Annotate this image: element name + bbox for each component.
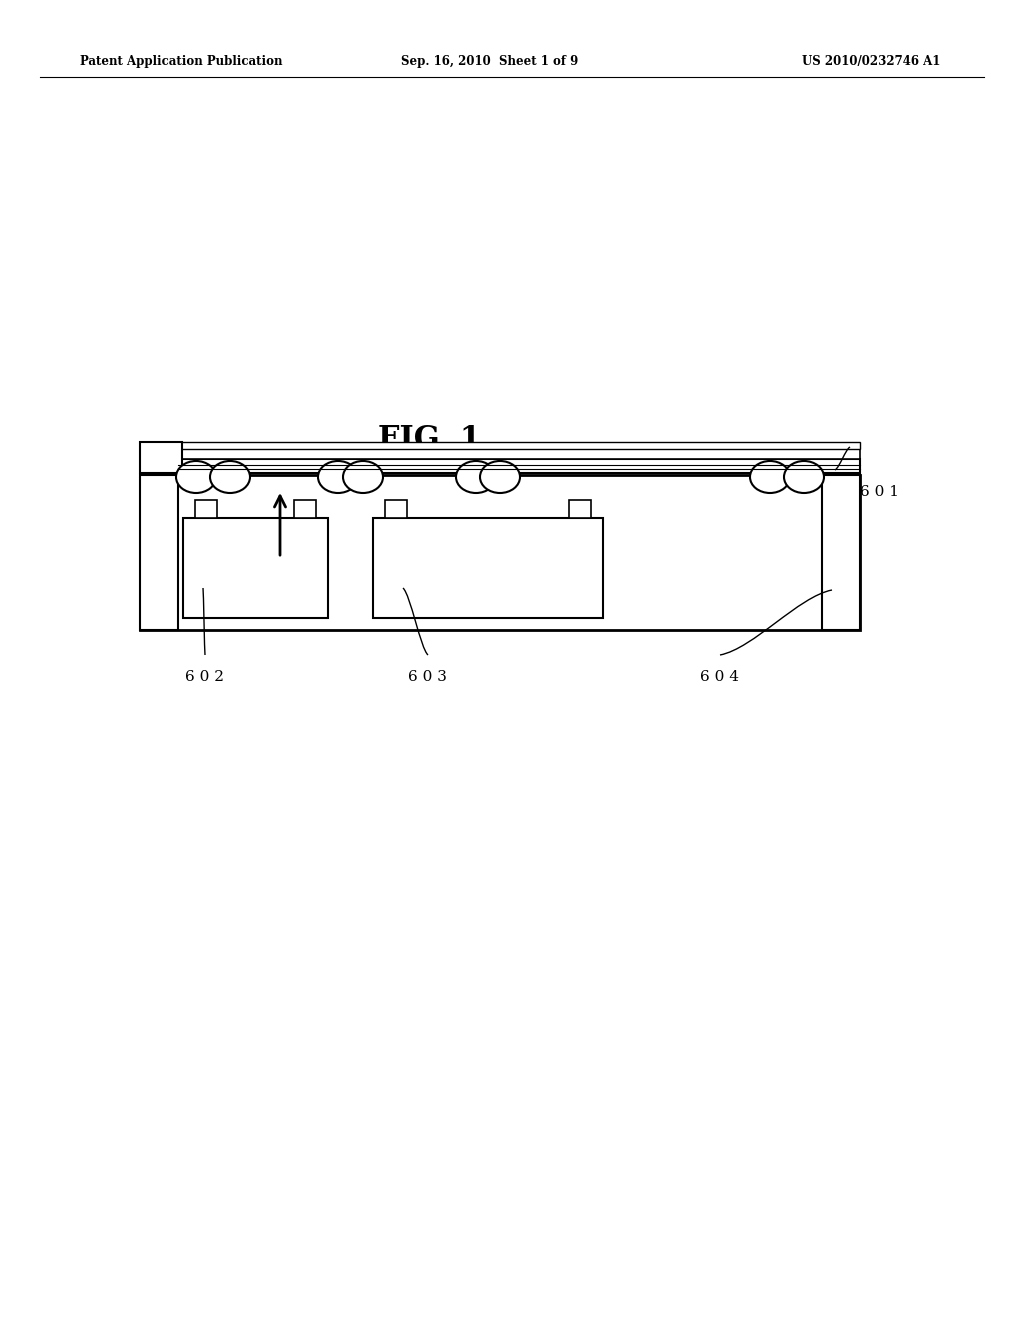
Ellipse shape [343, 461, 383, 492]
Ellipse shape [176, 461, 216, 492]
Text: 6 0 4: 6 0 4 [700, 671, 739, 684]
Bar [569, 500, 591, 517]
Ellipse shape [480, 461, 520, 492]
Text: 6 0 3: 6 0 3 [408, 671, 446, 684]
Ellipse shape [456, 461, 496, 492]
Bar [178, 442, 860, 449]
Text: US 2010/0232746 A1: US 2010/0232746 A1 [802, 55, 940, 69]
Bar [385, 500, 407, 517]
Text: FIG. 1: FIG. 1 [379, 425, 481, 455]
Ellipse shape [210, 461, 250, 492]
Text: 6 0 2: 6 0 2 [185, 671, 224, 684]
Bar [183, 517, 328, 618]
Bar [140, 475, 860, 630]
Bar [294, 500, 316, 517]
Text: Patent Application Publication: Patent Application Publication [80, 55, 283, 69]
Text: 6 0 1: 6 0 1 [860, 484, 899, 499]
Bar [140, 442, 182, 473]
Bar [822, 475, 860, 630]
Bar [140, 475, 178, 630]
Bar [195, 500, 217, 517]
Bar [178, 459, 860, 473]
Bar [178, 449, 860, 459]
Ellipse shape [750, 461, 790, 492]
Text: Sep. 16, 2010  Sheet 1 of 9: Sep. 16, 2010 Sheet 1 of 9 [401, 55, 579, 69]
Ellipse shape [318, 461, 358, 492]
Bar [373, 517, 603, 618]
Ellipse shape [784, 461, 824, 492]
